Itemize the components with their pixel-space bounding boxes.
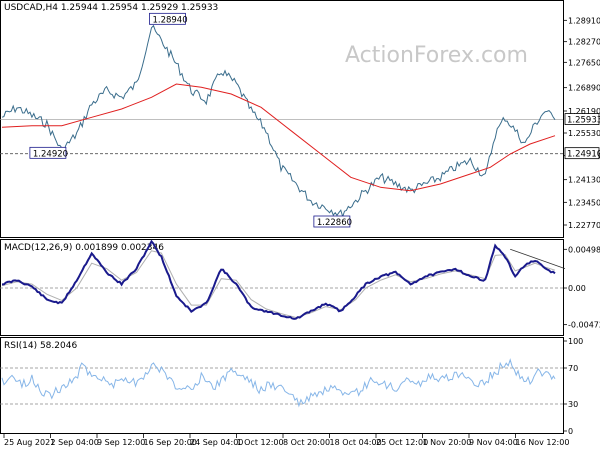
price-annotation-box [29, 146, 67, 159]
price-annotation-text: 1.22860 [317, 218, 352, 228]
price-annotation: 1.24920 [29, 146, 68, 159]
price-y-tick-label: 1.26890 [568, 84, 600, 93]
macd-title: MACD(12,26,9) 0.001899 0.002346 [4, 243, 164, 253]
current-price-box [564, 113, 600, 125]
price-y-tick-label: 1.24130 [568, 176, 600, 185]
macd-y-tick-label: -0.004723 [568, 321, 600, 330]
level-price-box [564, 147, 600, 160]
rsi-y-tick-label: 30 [568, 400, 578, 409]
price-annotation: 1.28940 [149, 12, 188, 25]
rsi-y-tick-label: 70 [568, 364, 578, 373]
x-axis-tick-label: 1 Nov 20:00 [423, 438, 472, 447]
macd-main-line [2, 239, 556, 320]
axis-layer: 1.28910 1.28270 1.27650 1.26890 1.26190 1.255… [3, 16, 600, 447]
macd-signal-line [1, 250, 556, 319]
rsi-y-tick-label: 100 [568, 337, 583, 346]
x-axis-tick-label: 2 Sep 04:00 [51, 438, 99, 447]
x-axis-tick-label: 16 Sep 20:00 [144, 438, 197, 447]
rsi-y-tick-label: 0 [568, 427, 573, 436]
current-price-label: 1.25933 [567, 116, 600, 126]
watermark: ActionForex.com [345, 43, 528, 68]
macd-y-tick-label: 0.004986 [568, 245, 600, 254]
price-y-tick-label: 1.28270 [568, 38, 600, 47]
level-price-label: 1.24910 [567, 150, 600, 160]
rsi-panel-frame [0, 337, 564, 434]
price-series-line [1, 24, 556, 219]
price-annotation-text: 1.28940 [152, 15, 187, 25]
price-y-tick-label: 1.27650 [568, 58, 600, 67]
macd-trendline [510, 248, 566, 269]
price-annotation-box [149, 12, 186, 25]
price-y-tick-label: 1.25530 [568, 129, 600, 138]
x-axis-tick-label: 9 Sep 12:00 [97, 438, 145, 447]
x-axis-tick-label: 16 Nov 12:00 [516, 438, 570, 447]
price-y-tick-label: 1.22770 [568, 221, 600, 230]
x-axis-tick-label: 8 Oct 20:00 [283, 438, 330, 447]
rsi-line [1, 358, 556, 408]
price-y-tick-label: 1.28910 [568, 16, 600, 25]
x-axis-tick-label: 24 Sep 04:00 [190, 438, 243, 447]
x-axis-tick-label: 25 Aug 2021 [4, 438, 55, 447]
price-layer: 1.28940 1.24920 1.22860 [0, 12, 563, 228]
x-axis-tick-label: 9 Nov 04:00 [469, 438, 518, 447]
rsi-title: RSI(14) 58.2046 [4, 341, 77, 351]
x-axis-tick-label: 18 Oct 04:00 [330, 438, 382, 447]
price-annotation-box [313, 215, 351, 228]
price-title: USDCAD,H4 1.25944 1.25954 1.25929 1.2593… [4, 3, 218, 13]
price-y-tick-label: 1.23450 [568, 198, 600, 207]
price-y-tick-label: 1.26190 [568, 107, 600, 116]
macd-y-tick-label: 0.00 [568, 284, 586, 293]
price-panel-frame [0, 0, 564, 238]
moving-average-line [1, 83, 556, 192]
rsi-layer [0, 358, 563, 408]
price-annotation: 1.22860 [313, 215, 352, 228]
x-axis-tick-label: 1 Oct 12:00 [237, 438, 284, 447]
x-axis-tick-label: 25 Oct 12:00 [376, 438, 428, 447]
macd-layer [0, 239, 566, 320]
macd-panel-frame [0, 239, 564, 336]
price-annotation-text: 1.24920 [33, 149, 68, 159]
